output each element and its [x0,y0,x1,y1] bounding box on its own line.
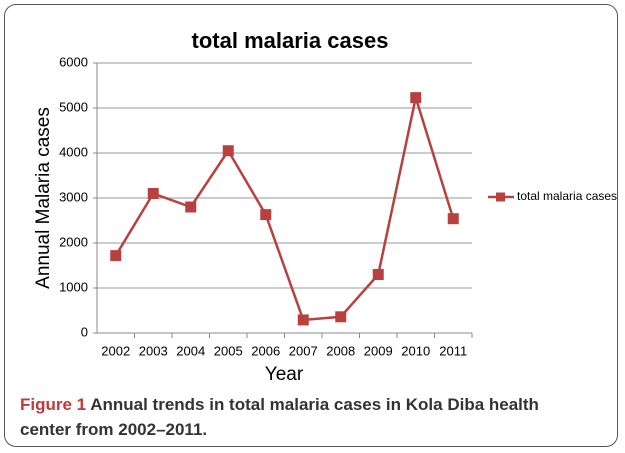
legend-marker [496,192,505,202]
y-tick-label: 4000 [59,144,88,159]
marker [335,311,347,323]
y-tick-label: 5000 [59,99,88,114]
y-axis-label: Annual Malaria cases [33,107,54,289]
x-tick-label: 2004 [176,343,205,358]
x-tick-label: 2008 [326,343,355,358]
x-axis-label: Year [265,364,304,385]
marker [147,188,159,199]
x-tick-label: 2007 [289,343,318,358]
caption: Figure 1 Annual trends in total malaria … [20,392,580,442]
y-tick-label: 0 [81,324,88,339]
x-tick-label: 2006 [251,343,280,358]
figure-frame [4,4,618,447]
marker [447,213,459,225]
x-tick-label: 2009 [364,343,393,358]
legend-label: total malaria cases [517,189,617,203]
marker [222,145,234,157]
chart: total malaria cases Annual Malaria cases… [33,28,617,385]
y-tick-label: 1000 [59,279,88,294]
x-tick-label: 2005 [214,343,243,358]
x-tick-label: 2003 [139,343,168,358]
marker [372,269,384,280]
marker [260,209,272,221]
y-tick-label: 3000 [59,189,88,204]
chart-title: total malaria cases [192,28,389,53]
marker [185,201,197,213]
x-tick-label: 2011 [439,343,467,358]
y-tick-label: 2000 [59,234,88,249]
marker [410,92,422,104]
x-tick-label: 2010 [401,343,430,358]
series-line [114,92,455,322]
caption-text: Annual trends in total malaria cases in … [20,395,539,439]
caption-label: Figure 1 [20,395,87,414]
marker [297,314,309,326]
y-tick-label: 6000 [59,54,88,69]
marker [110,250,122,262]
x-tick-label: 2002 [101,343,130,358]
